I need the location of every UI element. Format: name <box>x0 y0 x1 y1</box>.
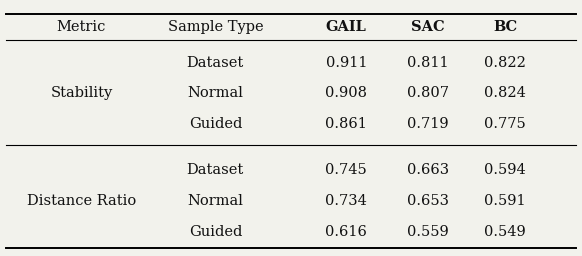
Text: Normal: Normal <box>187 87 243 100</box>
Text: Normal: Normal <box>187 194 243 208</box>
Text: 0.591: 0.591 <box>484 194 526 208</box>
Text: 0.734: 0.734 <box>325 194 367 208</box>
Text: 0.616: 0.616 <box>325 225 367 239</box>
Text: 0.908: 0.908 <box>325 87 367 100</box>
Text: 0.594: 0.594 <box>484 163 526 177</box>
Text: 0.811: 0.811 <box>407 56 449 70</box>
Text: 0.861: 0.861 <box>325 117 367 131</box>
Text: SAC: SAC <box>411 20 445 34</box>
Text: Stability: Stability <box>51 87 112 100</box>
Text: 0.653: 0.653 <box>407 194 449 208</box>
Text: Sample Type: Sample Type <box>168 20 263 34</box>
Text: Metric: Metric <box>57 20 106 34</box>
Text: GAIL: GAIL <box>326 20 367 34</box>
Text: Dataset: Dataset <box>187 56 244 70</box>
Text: 0.911: 0.911 <box>325 56 367 70</box>
Text: 0.822: 0.822 <box>484 56 526 70</box>
Text: Guided: Guided <box>189 225 242 239</box>
Text: Distance Ratio: Distance Ratio <box>27 194 136 208</box>
Text: 0.775: 0.775 <box>484 117 526 131</box>
Text: 0.719: 0.719 <box>407 117 449 131</box>
Text: 0.807: 0.807 <box>407 87 449 100</box>
Text: 0.549: 0.549 <box>484 225 526 239</box>
Text: Dataset: Dataset <box>187 163 244 177</box>
Text: 0.824: 0.824 <box>484 87 526 100</box>
Text: Guided: Guided <box>189 117 242 131</box>
Text: BC: BC <box>493 20 517 34</box>
Text: 0.559: 0.559 <box>407 225 449 239</box>
Text: 0.663: 0.663 <box>407 163 449 177</box>
Text: 0.745: 0.745 <box>325 163 367 177</box>
